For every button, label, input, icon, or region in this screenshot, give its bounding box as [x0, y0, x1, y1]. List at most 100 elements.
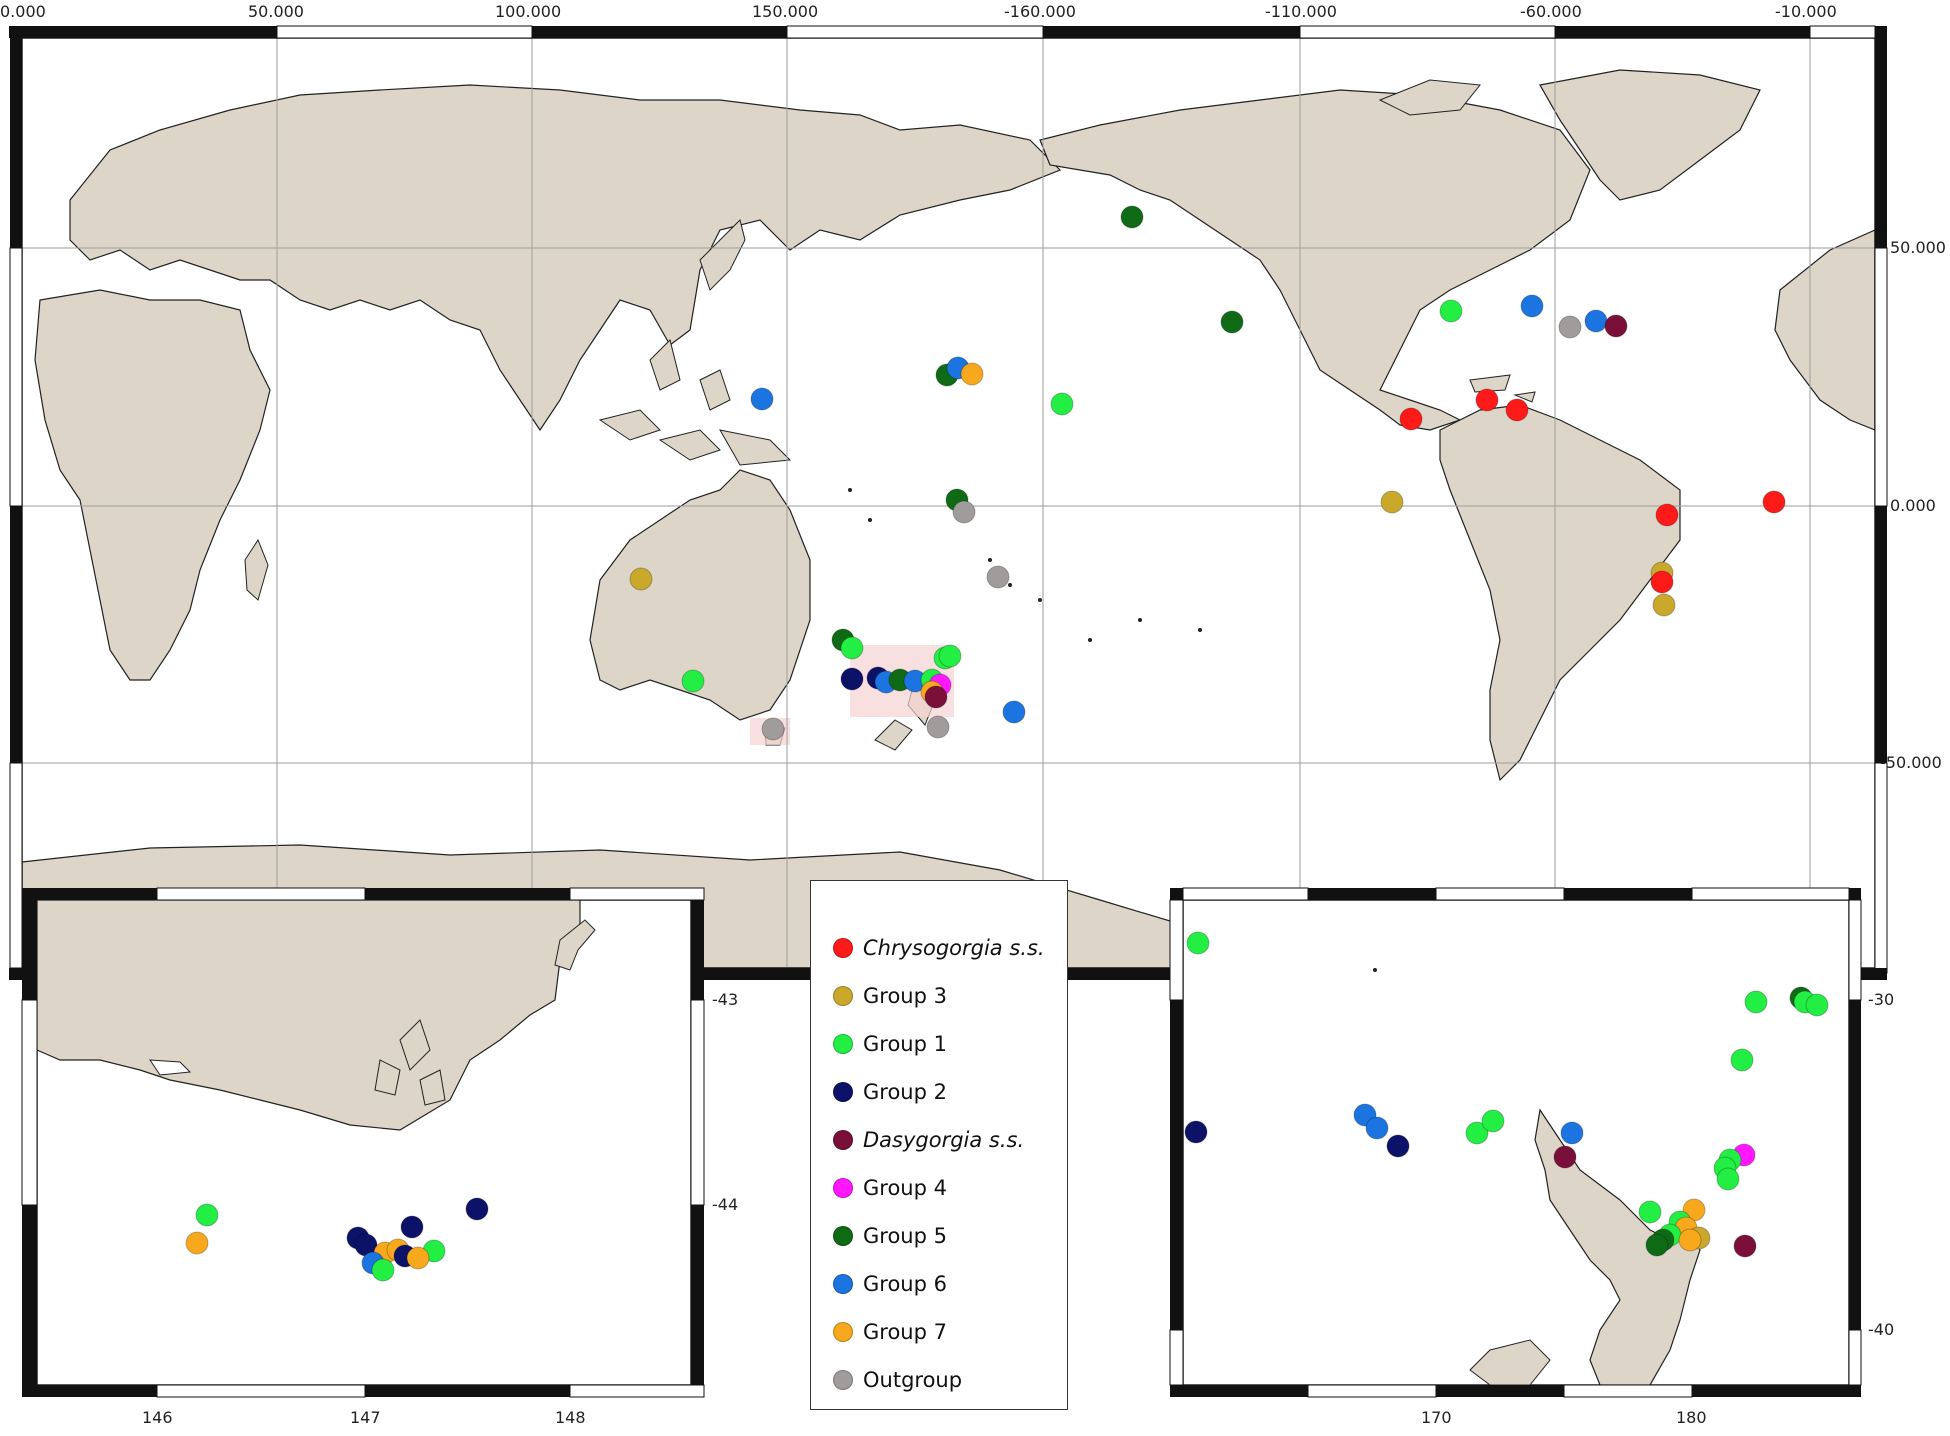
sample-point-group2 — [1386, 1134, 1410, 1158]
sample-point-group6 — [1002, 700, 1026, 724]
legend-swatch — [833, 1274, 853, 1294]
sample-point-group7 — [960, 362, 984, 386]
legend-label: Group 7 — [863, 1320, 947, 1344]
sample-point-group6 — [1520, 294, 1544, 318]
sample-point-group2 — [465, 1197, 489, 1221]
sample-point-group1 — [1050, 392, 1074, 416]
top-tick-label: 150.000 — [752, 2, 819, 21]
legend-label: Group 1 — [863, 1032, 947, 1056]
sample-point-group1 — [681, 669, 705, 693]
top-tick-label: 100.000 — [495, 2, 562, 21]
sample-point-group1 — [1805, 993, 1829, 1017]
sample-point-outgroup — [1558, 315, 1582, 339]
legend-item: Group 4 — [833, 1173, 947, 1203]
sample-point-group5 — [1220, 310, 1244, 334]
sample-point-group6 — [1584, 309, 1608, 333]
legend-label: Chrysogorgia s.s. — [863, 936, 1045, 960]
sample-point-group1 — [1481, 1109, 1505, 1133]
sample-point-dasygorgia — [924, 685, 948, 709]
legend-swatch — [833, 1082, 853, 1102]
sample-point-group7 — [1678, 1228, 1702, 1252]
legend-label: Group 4 — [863, 1176, 947, 1200]
sample-point-group6 — [1365, 1116, 1389, 1140]
legend-label: Group 6 — [863, 1272, 947, 1296]
legend-swatch — [833, 1034, 853, 1054]
sample-point-chrysogorgia — [1505, 398, 1529, 422]
legend-item: Group 5 — [833, 1221, 947, 1251]
sample-point-group1 — [840, 636, 864, 660]
inset-right-right-tick: -40 — [1868, 1320, 1895, 1339]
inset-right-bottom-tick: 180 — [1676, 1408, 1707, 1427]
legend-item: Group 1 — [833, 1029, 947, 1059]
inset-new-zealand — [1169, 887, 1862, 1398]
sample-point-group1 — [1744, 990, 1768, 1014]
legend: Chrysogorgia s.s. Group 3 Group 1 Group … — [810, 880, 1068, 1410]
sample-point-group6 — [1560, 1121, 1584, 1145]
sample-point-group2 — [1184, 1120, 1208, 1144]
legend-label: Outgroup — [863, 1368, 963, 1392]
legend-swatch — [833, 938, 853, 958]
sample-point-dasygorgia — [1604, 314, 1628, 338]
legend-swatch — [833, 1178, 853, 1198]
sample-point-group3 — [1652, 593, 1676, 617]
sample-point-group1 — [1716, 1167, 1740, 1191]
sample-points-new-zealand — [1184, 931, 1829, 1258]
sample-point-dasygorgia — [1553, 1145, 1577, 1169]
sample-point-outgroup — [952, 500, 976, 524]
legend-swatch — [833, 1226, 853, 1246]
sample-point-dasygorgia — [1733, 1234, 1757, 1258]
legend-label: Group 2 — [863, 1080, 947, 1104]
legend-label: Group 5 — [863, 1224, 947, 1248]
inset-left-bottom-tick: 147 — [350, 1408, 381, 1427]
legend-swatch — [833, 986, 853, 1006]
top-tick-label: -110.000 — [1265, 2, 1337, 21]
legend-item: Outgroup — [833, 1365, 962, 1395]
inset-left-right-tick: -43 — [712, 990, 739, 1009]
sample-point-group2 — [400, 1215, 424, 1239]
top-tick-label: -160.000 — [1004, 2, 1076, 21]
sample-point-chrysogorgia — [1655, 503, 1679, 527]
legend-item: Chrysogorgia s.s. — [833, 933, 1045, 963]
right-tick-label: 0.000 — [1890, 496, 1936, 515]
sample-point-outgroup — [926, 715, 950, 739]
sample-point-outgroup — [761, 717, 785, 741]
sample-point-group1 — [1730, 1048, 1754, 1072]
legend-item: Dasygorgia s.s. — [833, 1125, 1024, 1155]
main-map — [9, 25, 1888, 980]
legend-label: Group 3 — [863, 984, 947, 1008]
sample-point-group1 — [1439, 299, 1463, 323]
legend-swatch — [833, 1370, 853, 1390]
sample-point-group1 — [195, 1203, 219, 1227]
sample-point-group1 — [1465, 1121, 1489, 1145]
sample-point-group1 — [371, 1258, 395, 1282]
legend-item: Group 3 — [833, 981, 947, 1011]
top-tick-label: 0.000 — [0, 2, 46, 21]
legend-item: Group 2 — [833, 1077, 947, 1107]
sample-point-chrysogorgia — [1399, 407, 1423, 431]
sample-point-group1 — [938, 644, 962, 668]
sample-point-chrysogorgia — [1650, 570, 1674, 594]
right-tick-label: 50.000 — [1890, 238, 1946, 257]
inset-tasmania — [21, 887, 705, 1398]
sample-point-chrysogorgia — [1475, 388, 1499, 412]
sample-point-group7 — [185, 1231, 209, 1255]
sample-point-group3 — [1380, 490, 1404, 514]
legend-item: Group 6 — [833, 1269, 947, 1299]
sample-points-tasmania — [185, 1197, 489, 1282]
top-tick-label: -60.000 — [1520, 2, 1582, 21]
main-map-grid — [22, 38, 1875, 968]
legend-label: Dasygorgia s.s. — [863, 1128, 1025, 1152]
inset-right-bottom-tick: 170 — [1421, 1408, 1452, 1427]
right-tick-label: -50.000 — [1880, 753, 1942, 772]
sample-point-group7 — [406, 1246, 430, 1270]
top-tick-label: -10.000 — [1775, 2, 1837, 21]
sample-point-group1 — [1638, 1200, 1662, 1224]
sample-point-group3 — [629, 567, 653, 591]
legend-swatch — [833, 1130, 853, 1150]
inset-right-right-tick: -30 — [1868, 990, 1895, 1009]
sample-point-outgroup — [986, 565, 1010, 589]
main-map-land — [22, 69, 1875, 968]
sample-point-group1 — [1186, 931, 1210, 955]
inset-left-bottom-tick: 146 — [142, 1408, 173, 1427]
